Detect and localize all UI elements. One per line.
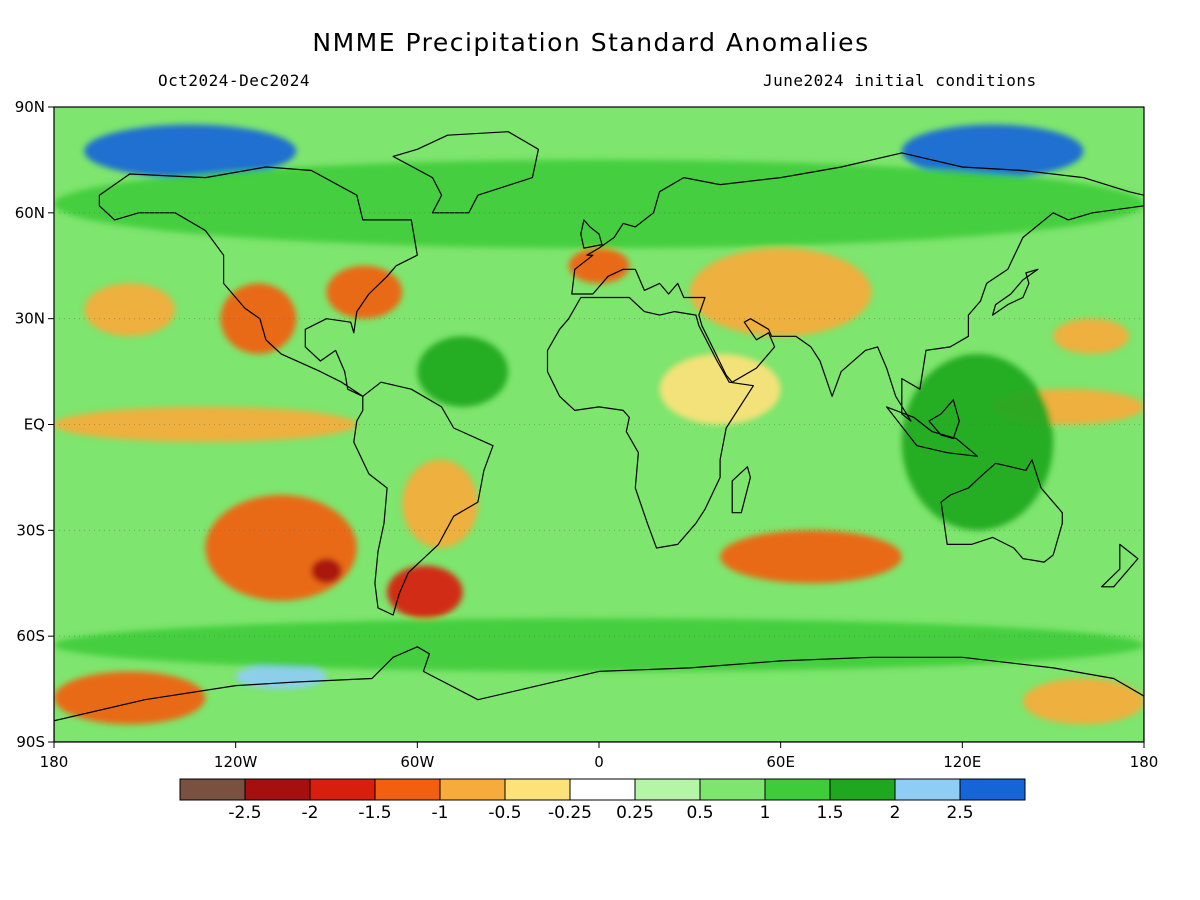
colorbar-label: -0.5: [488, 803, 521, 823]
colorbar-swatch-11: [894, 778, 961, 801]
lat-label: 90S: [16, 733, 45, 751]
colorbar-label: -2: [302, 803, 319, 823]
colorbar-swatch-10: [829, 778, 896, 801]
anomaly-region-4: [402, 459, 478, 548]
lat-label: 60N: [15, 204, 45, 222]
anomaly-region-3: [387, 565, 463, 619]
coastline-greenland: [392, 131, 539, 214]
coastline-borneo: [928, 399, 960, 440]
colorbar-label: -2.5: [228, 803, 261, 823]
coastline-africa: [546, 296, 754, 549]
anomaly-region-17: [901, 124, 1084, 178]
colorbar-swatch-0: [179, 778, 246, 801]
lat-label: EQ: [24, 416, 45, 434]
anomaly-region-15: [1022, 678, 1144, 725]
colorbar-swatch-5: [504, 778, 571, 801]
lon-label: 120W: [214, 753, 258, 771]
coastline-north-america: [98, 166, 418, 397]
anomaly-region-21: [54, 618, 1144, 672]
colorbar-swatch-2: [309, 778, 376, 801]
lat-label: 30N: [15, 310, 45, 328]
colorbar-label: -1: [432, 803, 449, 823]
colorbar-label: -1.5: [358, 803, 391, 823]
coastline-south-america: [353, 381, 494, 616]
lon-label: 60W: [400, 753, 434, 771]
anomaly-region-13: [1053, 318, 1129, 354]
anomaly-region-16: [84, 124, 297, 178]
anomaly-region-6: [326, 265, 403, 319]
coastline-japan: [992, 268, 1039, 316]
initial-conditions: June2024 initial conditions: [763, 71, 1037, 90]
lon-label: 0: [594, 753, 604, 771]
anomaly-region-10: [659, 353, 781, 425]
anomaly-region-2: [311, 558, 342, 584]
lon-label: 120E: [943, 753, 981, 771]
anomaly-region-20: [901, 353, 1054, 531]
anomaly-region-14: [54, 671, 206, 725]
anomaly-region-18: [235, 664, 327, 690]
coastline-madagascar: [731, 466, 751, 514]
anomaly-regions: [54, 124, 1144, 725]
coastline-indonesia: [886, 406, 979, 457]
colorbar-label: 1: [760, 803, 771, 823]
colorbar-label: 0.25: [616, 803, 654, 823]
colorbar-swatch-8: [699, 778, 766, 801]
anomaly-region-22: [54, 159, 1144, 249]
anomaly-region-1: [205, 495, 357, 601]
colorbar: -2.5 -2 -1.5 -1 -0.5 -0.25 0.25 0.5 1 1.5 2 2.5: [179, 778, 1026, 823]
anomaly-region-11: [720, 530, 902, 584]
colorbar-swatch-4: [439, 778, 506, 801]
colorbar-swatch-3: [374, 778, 441, 801]
anomaly-region-19: [417, 336, 509, 407]
lon-label: 180: [40, 753, 69, 771]
anomaly-field: [54, 107, 1144, 742]
coastline-antarctica: [54, 646, 1144, 742]
colorbar-label: 0.5: [686, 803, 713, 823]
coastlines: [54, 131, 1144, 742]
colorbar-swatch-7: [634, 778, 701, 801]
colorbar-swatch-12: [959, 778, 1026, 801]
lon-label: 180: [1130, 753, 1159, 771]
colorbar-swatch-1: [244, 778, 311, 801]
anomaly-region-9: [689, 248, 872, 337]
colorbar-label: 2: [890, 803, 901, 823]
colorbar-swatch-6: [569, 778, 636, 801]
lat-label: 60S: [16, 627, 45, 645]
forecast-period: Oct2024-Dec2024: [158, 71, 310, 90]
coastline-new-zealand: [1101, 543, 1139, 588]
colorbar-swatch-9: [764, 778, 831, 801]
coastline-uk: [580, 219, 603, 249]
anomaly-region-7: [84, 283, 176, 337]
colorbar-label: 1.5: [816, 803, 843, 823]
anomaly-region-8: [568, 248, 630, 284]
coastline-australia: [940, 459, 1063, 563]
lon-label: 60E: [766, 753, 795, 771]
lat-label: 30S: [16, 521, 45, 539]
colorbar-label: -0.25: [548, 803, 592, 823]
anomaly-region-0: [54, 406, 357, 443]
map-title: NMME Precipitation Standard Anomalies: [312, 28, 870, 57]
colorbar-label: 2.5: [946, 803, 973, 823]
lat-label: 90N: [15, 98, 45, 116]
axes: 90N 60N 30N EQ 30S 60S 90S 180 120W 60W 0 60E 120E 18…: [15, 98, 1159, 771]
